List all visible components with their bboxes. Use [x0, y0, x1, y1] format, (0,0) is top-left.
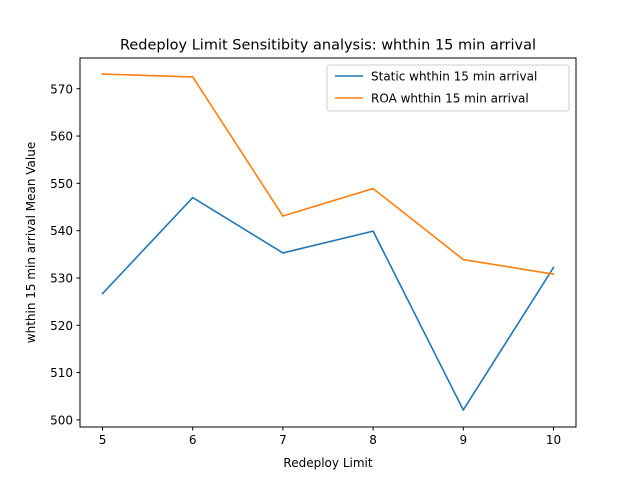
series-line-1 — [101, 73, 555, 276]
series-lines — [101, 73, 555, 411]
y-tick-label: 520 — [50, 319, 73, 333]
plot-frame — [79, 57, 577, 428]
data-point — [462, 409, 465, 411]
data-point — [191, 76, 194, 78]
y-tick-label: 550 — [50, 177, 73, 191]
data-point — [552, 273, 555, 275]
x-tick-label: 7 — [279, 433, 287, 447]
legend-entry-label: ROA whthin 15 min arrival — [371, 92, 529, 106]
y-tick-label: 570 — [50, 82, 73, 96]
legend-box — [326, 64, 570, 112]
data-point — [552, 266, 555, 269]
data-point — [462, 258, 465, 261]
y-tick-label: 540 — [50, 224, 73, 238]
x-axis-label: Redeploy Limit — [283, 456, 372, 470]
y-tick-label: 500 — [50, 413, 73, 427]
axis-ticks: 5 6 7 8 9 10 500 510 520 530 540 550 560 570 — [50, 82, 561, 447]
x-tick-label: 5 — [99, 433, 107, 447]
series-line-0 — [101, 196, 555, 411]
x-tick-label: 9 — [459, 433, 467, 447]
legend: Static whthin 15 min arrival ROA whthin 1… — [326, 64, 570, 112]
x-tick-label: 8 — [369, 433, 377, 447]
x-tick-label: 10 — [546, 433, 561, 447]
y-tick-label: 530 — [50, 271, 73, 285]
data-point — [282, 252, 284, 254]
y-tick-label: 560 — [50, 130, 73, 144]
data-point — [101, 73, 104, 75]
data-point — [191, 196, 194, 199]
y-axis-label: whthin 15 min arrival Mean Value — [24, 142, 38, 343]
y-tick-label: 510 — [50, 366, 73, 380]
data-point — [282, 215, 284, 217]
data-point — [101, 292, 104, 295]
x-tick-label: 6 — [189, 433, 197, 447]
chart-title: Redeploy Limit Sensitibity analysis: wht… — [120, 38, 536, 54]
legend-entry-label: Static whthin 15 min arrival — [371, 70, 537, 84]
data-point — [372, 187, 374, 190]
data-point — [372, 230, 374, 232]
